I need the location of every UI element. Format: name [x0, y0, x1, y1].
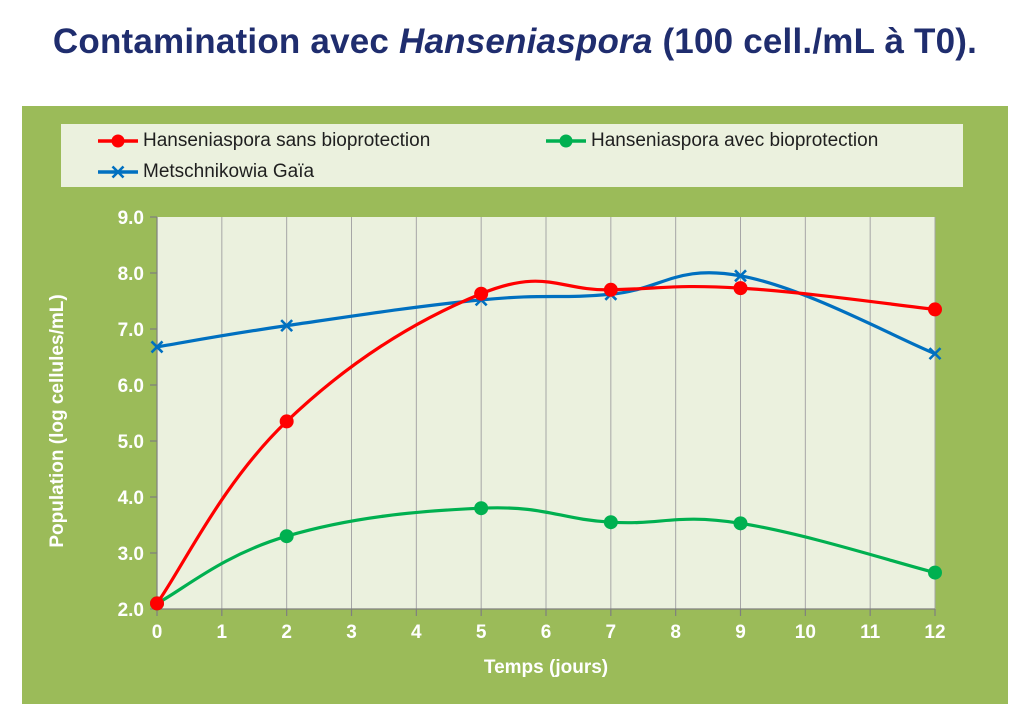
x-tick-label: 6: [541, 622, 552, 643]
x-tick-label: 11: [860, 622, 881, 643]
legend-item-avec-bioprotection: Hanseniaspora avec bioprotection: [545, 130, 878, 152]
data-point-marker: [733, 516, 748, 531]
line-chart: 0 1 2 3 4 5 6 7 8 9 10 11 122.03.04.05.06.07.08.09.0…: [47, 208, 946, 678]
x-tick-label: 5: [476, 622, 487, 643]
legend-red-circle-line-icon: [98, 134, 138, 148]
y-tick-label: 2.0: [118, 600, 144, 621]
data-point-marker: [474, 501, 489, 516]
legend-blue-x-line-icon: [98, 165, 138, 179]
legend-label: Metschnikowia Gaïa: [143, 161, 315, 182]
title-prefix: Contamination avec: [52, 22, 399, 61]
data-point-marker: [279, 414, 294, 429]
y-tick-label: 8.0: [118, 264, 144, 285]
y-tick-label: 7.0: [118, 320, 144, 341]
title-organism: Hanseniaspora: [399, 22, 653, 61]
data-point-marker: [279, 529, 294, 544]
series-line-1: [155, 506, 937, 605]
x-tick-label: 7: [606, 622, 617, 643]
data-point-marker: [733, 281, 748, 296]
x-tick-label: 2: [281, 622, 292, 643]
x-tick-label: 8: [670, 622, 681, 643]
x-tick-label: 0: [152, 622, 163, 643]
data-point-marker: [928, 302, 942, 317]
data-point-marker: [603, 515, 618, 530]
data-point-marker: [928, 565, 942, 580]
series-line-0: [155, 279, 937, 605]
chart-frame: 0 1 2 3 4 5 6 7 8 9 10 11 12 2.0 3.0 4.0 5.0 6.0 7.0 8.0 9.0…: [22, 106, 1008, 704]
chart-legend: Hanseniaspora sans bioprotection Hanseni…: [61, 124, 963, 187]
series-line-2: [155, 271, 937, 356]
title-suffix: (100 cell./mL à T0).: [652, 22, 978, 61]
x-tick-label: 4: [411, 622, 422, 643]
data-point-marker: [280, 319, 294, 333]
y-tick-label: 9.0: [118, 208, 144, 229]
x-tick-label: 3: [346, 622, 357, 643]
data-point-marker: [474, 286, 489, 301]
x-tick-label: 9: [735, 622, 746, 643]
y-tick-label: 3.0: [118, 544, 144, 565]
data-point-marker: [150, 596, 164, 611]
x-tick-label: 10: [795, 622, 816, 643]
data-point-marker: [603, 282, 618, 297]
y-axis-title: Population (log cellules/mL): [47, 294, 68, 547]
data-point-marker: [734, 269, 747, 283]
data-point-marker: [928, 347, 942, 361]
legend-green-circle-line-icon: [546, 134, 586, 148]
y-tick-label: 4.0: [118, 488, 144, 509]
x-axis-title: Temps (jours): [484, 657, 608, 678]
legend-item-sans-bioprotection: Hanseniaspora sans bioprotection: [97, 130, 430, 152]
legend-item-metschnikowia: Metschnikowia Gaïa: [97, 161, 314, 183]
legend-label: Hanseniaspora sans bioprotection: [143, 130, 431, 151]
data-point-marker: [150, 340, 164, 354]
x-tick-label: 12: [924, 622, 945, 643]
slide-title: Contamination avec Hanseniaspora (100 ce…: [0, 22, 1030, 62]
x-tick-label: 1: [217, 622, 228, 643]
legend-label: Hanseniaspora avec bioprotection: [591, 130, 879, 151]
y-tick-label: 5.0: [118, 432, 144, 453]
y-tick-label: 6.0: [118, 376, 144, 397]
